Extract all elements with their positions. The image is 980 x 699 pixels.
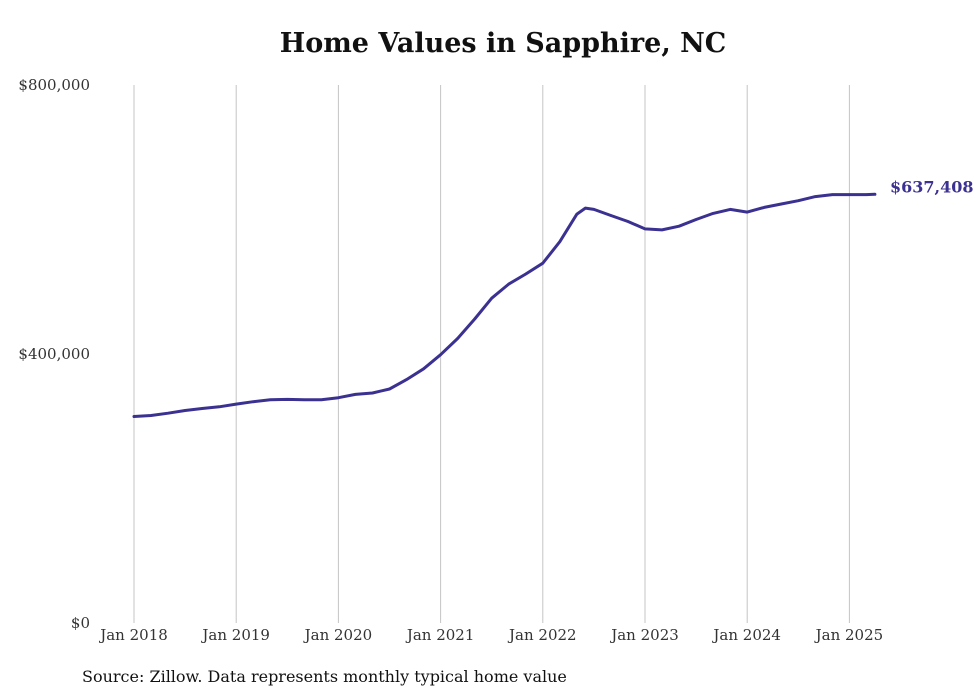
data-point bbox=[183, 409, 187, 412]
x-tick-label: Jan 2022 bbox=[507, 626, 577, 644]
data-point bbox=[132, 415, 136, 418]
x-tick-label: Jan 2020 bbox=[303, 626, 373, 644]
data-point bbox=[490, 297, 493, 300]
data-point bbox=[763, 206, 766, 209]
data-point bbox=[609, 214, 613, 217]
data-point bbox=[592, 208, 596, 211]
data-point bbox=[711, 212, 715, 215]
data-point bbox=[149, 414, 153, 417]
data-point bbox=[320, 398, 323, 401]
end-value-label: $637,408 bbox=[890, 177, 974, 196]
data-point bbox=[252, 400, 255, 403]
y-tick-label: $400,000 bbox=[18, 345, 90, 363]
x-axis-tick-labels: Jan 2018 Jan 2019 Jan 2020 Jan 2021 Jan 2022… bbox=[98, 626, 883, 644]
data-point bbox=[439, 353, 442, 356]
data-point bbox=[388, 387, 391, 391]
data-point bbox=[584, 206, 587, 210]
home-value-line bbox=[132, 192, 877, 418]
data-point bbox=[660, 228, 664, 232]
data-point bbox=[354, 393, 357, 396]
data-point bbox=[814, 195, 817, 198]
data-point bbox=[269, 398, 272, 401]
data-point bbox=[694, 218, 698, 221]
data-point bbox=[865, 193, 868, 196]
y-tick-label: $0 bbox=[71, 614, 90, 632]
data-point bbox=[218, 405, 221, 408]
data-point bbox=[873, 193, 877, 196]
data-point bbox=[797, 199, 800, 202]
data-point bbox=[729, 208, 732, 211]
data-point bbox=[166, 412, 170, 415]
data-point bbox=[337, 396, 340, 399]
data-point bbox=[286, 398, 289, 401]
source-note: Source: Zillow. Data represents monthly … bbox=[82, 667, 567, 686]
data-point bbox=[746, 210, 749, 214]
data-point bbox=[371, 391, 374, 395]
x-tick-label: Jan 2024 bbox=[711, 626, 781, 644]
data-point bbox=[507, 282, 510, 286]
data-point bbox=[677, 225, 681, 228]
data-point bbox=[456, 337, 459, 340]
chart-title: Home Values in Sapphire, NC bbox=[279, 28, 727, 59]
data-point bbox=[558, 240, 561, 243]
data-point bbox=[524, 272, 527, 276]
x-tick-label: Jan 2018 bbox=[98, 626, 168, 644]
data-point bbox=[831, 193, 834, 196]
data-point bbox=[848, 193, 851, 196]
data-point bbox=[575, 212, 579, 216]
data-point bbox=[200, 407, 204, 410]
end-label-layer: $637,408 bbox=[890, 177, 974, 196]
x-tick-label: Jan 2021 bbox=[405, 626, 475, 644]
data-point bbox=[405, 378, 408, 381]
series-layer bbox=[132, 192, 877, 418]
data-point bbox=[643, 227, 647, 231]
y-tick-label: $800,000 bbox=[18, 76, 90, 94]
data-point bbox=[422, 367, 425, 370]
data-point bbox=[541, 262, 544, 265]
data-point bbox=[780, 202, 783, 206]
gridlines bbox=[133, 85, 850, 623]
data-point bbox=[235, 402, 238, 406]
data-point bbox=[473, 317, 476, 321]
x-tick-label: Jan 2025 bbox=[814, 626, 884, 644]
data-point bbox=[303, 398, 306, 401]
data-point bbox=[626, 220, 630, 223]
x-tick-label: Jan 2019 bbox=[200, 626, 270, 644]
x-tick-label: Jan 2023 bbox=[609, 626, 679, 644]
y-axis-tick-labels: $0 $400,000 $800,000 bbox=[18, 76, 90, 632]
